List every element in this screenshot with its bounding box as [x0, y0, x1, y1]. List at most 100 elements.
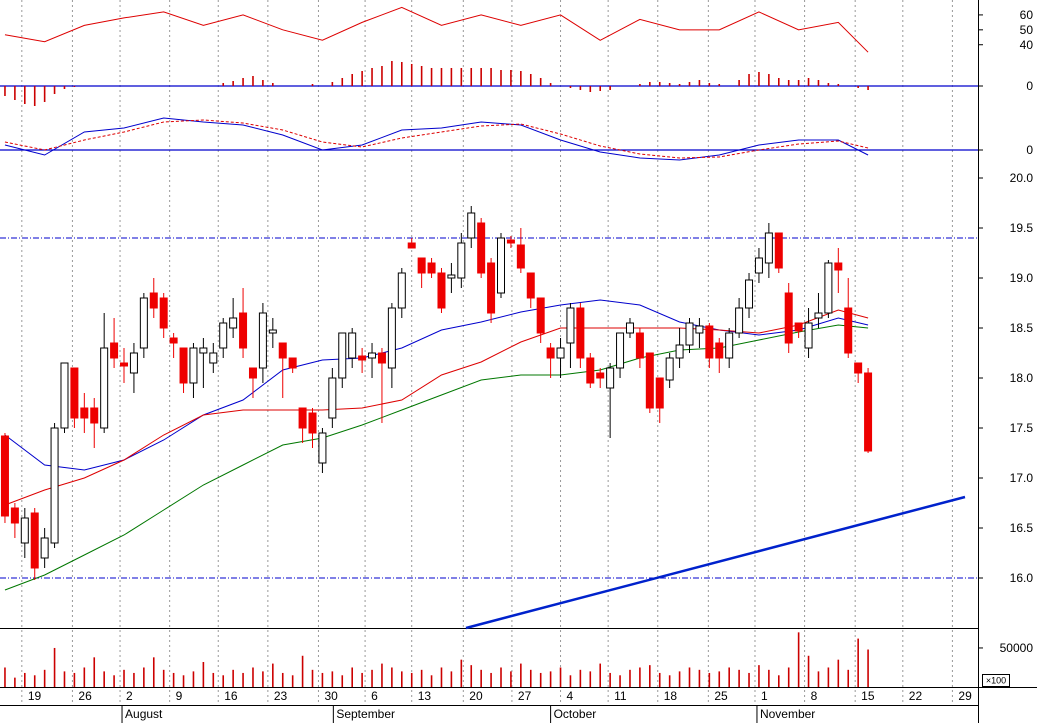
candle-body — [407, 242, 416, 249]
candle-body — [318, 432, 327, 464]
candle-body — [278, 342, 287, 359]
candle-body — [358, 355, 367, 361]
candle-body — [546, 347, 555, 359]
candle-body — [695, 325, 704, 334]
candle-body — [258, 312, 267, 369]
x-tick-label: 27 — [518, 689, 532, 703]
candle-body — [417, 257, 426, 274]
candle-body — [526, 272, 535, 299]
x-tick-label: 20 — [469, 689, 483, 703]
y-tick-label: 17.5 — [1010, 421, 1034, 435]
candle-body — [754, 257, 763, 274]
candle-body — [745, 279, 754, 309]
candle-body — [764, 232, 773, 264]
candle-body — [298, 407, 307, 429]
candle-body — [70, 367, 79, 419]
candle-body — [129, 352, 138, 374]
candle-body — [60, 362, 69, 429]
x-tick-label: 18 — [664, 689, 678, 703]
candle-body — [804, 322, 813, 349]
y-tick-label: 18.0 — [1010, 371, 1034, 385]
candle-body — [199, 347, 208, 354]
series-line — [4, 6, 869, 53]
candle-body — [864, 372, 873, 452]
trend-line — [465, 495, 966, 630]
candle-body — [506, 239, 515, 244]
candle-body — [556, 347, 565, 359]
y-tick-label: 50000 — [1000, 641, 1034, 655]
candle-body — [536, 297, 545, 334]
candle-body — [189, 347, 198, 384]
candle-body — [209, 352, 218, 364]
x-tick-label: 6 — [371, 689, 378, 703]
candle-body — [179, 347, 188, 384]
candle-body — [50, 427, 59, 544]
candle-body — [268, 329, 277, 334]
candle-body — [606, 367, 615, 389]
candle-body — [784, 292, 793, 344]
series-line — [4, 117, 869, 161]
candle-body — [635, 332, 644, 359]
candle-body — [427, 262, 436, 274]
x-tick-label: 8 — [811, 689, 818, 703]
candle-body — [685, 322, 694, 346]
candle-body — [338, 332, 347, 379]
candle-body — [705, 325, 714, 359]
series-line — [4, 309, 869, 506]
candle-body — [467, 212, 476, 239]
candle-body — [675, 344, 684, 359]
candle-body — [625, 322, 634, 334]
x-tick-label: 15 — [861, 689, 875, 703]
candle-body — [645, 352, 654, 409]
candle-body — [248, 367, 257, 379]
x-tick-label: 9 — [176, 689, 183, 703]
x-tick-label: 13 — [418, 689, 432, 703]
month-label: October — [554, 707, 597, 721]
candle-body — [477, 222, 486, 274]
y-tick-label: 0 — [1026, 143, 1033, 157]
x-tick-label: 30 — [324, 689, 338, 703]
candle-body — [497, 237, 506, 294]
candle-body — [487, 262, 496, 314]
candle-body — [665, 357, 674, 381]
y-tick-label: 17.0 — [1010, 471, 1034, 485]
candle-body — [159, 297, 168, 329]
candle-body — [397, 272, 406, 309]
candle-body — [368, 352, 377, 359]
x-tick-label: 19 — [28, 689, 42, 703]
candle-body — [229, 317, 238, 329]
candle-body — [566, 307, 575, 344]
candle-body — [219, 322, 228, 349]
series-line — [4, 299, 869, 471]
x-tick-label: 16 — [224, 689, 238, 703]
candle-body — [824, 262, 833, 314]
candle-body — [348, 332, 357, 359]
candle-body — [90, 407, 99, 424]
y-tick-label: 50 — [1020, 23, 1034, 37]
candle-body — [596, 372, 605, 379]
month-label: November — [760, 707, 815, 721]
candle-body — [169, 337, 178, 344]
candle-body — [655, 377, 664, 409]
candle-body — [377, 352, 386, 364]
x-tick-label: 11 — [614, 689, 627, 703]
candle-body — [20, 517, 29, 544]
x-tick-label: 26 — [78, 689, 92, 703]
candle-body — [110, 342, 119, 359]
month-label: September — [336, 707, 395, 721]
candle-body — [725, 332, 734, 359]
y-tick-label: 0 — [1026, 79, 1033, 93]
candle-body — [715, 342, 724, 359]
x-tick-label: 1 — [761, 689, 768, 703]
month-label: August — [125, 707, 163, 721]
candle-body — [40, 537, 49, 559]
candle-body — [794, 322, 803, 332]
candle-body — [308, 412, 317, 434]
candle-body — [457, 242, 466, 279]
candle-body — [80, 407, 89, 419]
y-tick-label: 18.5 — [1010, 321, 1034, 335]
candle-body — [735, 307, 744, 334]
candle-body — [844, 307, 853, 354]
candle-body — [387, 307, 396, 369]
